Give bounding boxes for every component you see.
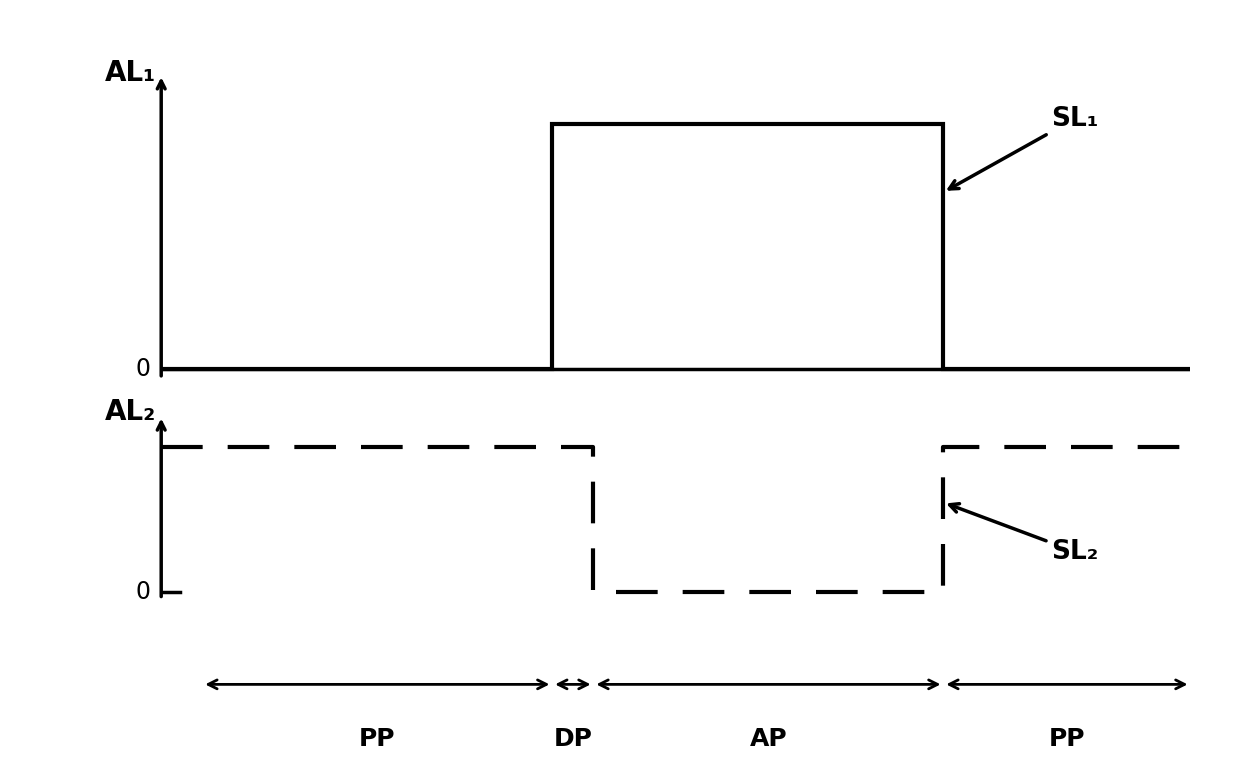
Text: PP: PP xyxy=(360,727,396,751)
Text: PP: PP xyxy=(1049,727,1085,751)
Text: AP: AP xyxy=(750,727,787,751)
Text: SL₂: SL₂ xyxy=(950,503,1099,565)
Text: AL₂: AL₂ xyxy=(105,398,156,426)
Text: DP: DP xyxy=(553,727,593,751)
Text: SL₁: SL₁ xyxy=(949,106,1099,189)
Text: 0: 0 xyxy=(136,357,151,381)
Text: 0: 0 xyxy=(136,580,151,605)
Text: AL₁: AL₁ xyxy=(105,59,156,87)
